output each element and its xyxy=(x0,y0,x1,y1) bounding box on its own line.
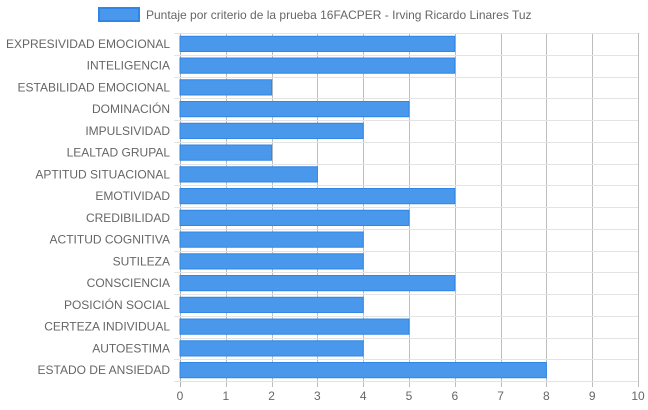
category-label: IMPULSIVIDAD xyxy=(85,124,170,138)
bar[interactable] xyxy=(179,101,410,118)
category-label: DOMINACIÓN xyxy=(92,101,170,116)
legend[interactable]: Puntaje por criterio de la prueba 16FACP… xyxy=(98,7,532,22)
category-label: ACTITUD COGNITIVA xyxy=(50,233,170,247)
x-tick-label: 3 xyxy=(314,389,321,403)
bar[interactable] xyxy=(179,57,456,74)
category-label: CERTEZA INDIVIDUAL xyxy=(44,320,170,334)
category-label: POSICIÓN SOCIAL xyxy=(64,297,170,312)
category-label: APTITUD SITUACIONAL xyxy=(35,167,170,181)
x-tick-label: 6 xyxy=(451,389,458,403)
category-label: EXPRESIVIDAD EMOCIONAL xyxy=(6,37,170,51)
bars xyxy=(179,35,547,379)
category-label: SUTILEZA xyxy=(113,254,170,268)
category-label: INTELIGENCIA xyxy=(87,59,170,73)
bar[interactable] xyxy=(179,209,410,226)
bar[interactable] xyxy=(179,122,364,139)
category-label: CREDIBILIDAD xyxy=(86,211,170,225)
x-tick-label: 1 xyxy=(222,389,229,403)
x-tick-label: 0 xyxy=(177,389,184,403)
category-label: AUTOESTIMA xyxy=(92,341,170,355)
bar[interactable] xyxy=(179,35,456,52)
x-axis-ticks: 0 1 2 3 4 5 6 7 8 9 10 xyxy=(177,389,645,403)
bar[interactable] xyxy=(179,231,364,248)
legend-swatch[interactable] xyxy=(98,7,140,22)
category-labels: EXPRESIVIDAD EMOCIONAL INTELIGENCIA ESTABI… xyxy=(6,37,170,377)
bar[interactable] xyxy=(179,362,547,379)
x-tick-label: 8 xyxy=(543,389,550,403)
bar[interactable] xyxy=(179,340,364,357)
bar[interactable] xyxy=(179,144,273,161)
category-label: EMOTIVIDAD xyxy=(95,189,170,203)
category-label: LEALTAD GRUPAL xyxy=(67,146,171,160)
grid-lines xyxy=(174,33,639,387)
bar[interactable] xyxy=(179,275,456,292)
bar[interactable] xyxy=(179,253,364,270)
x-tick-label: 9 xyxy=(589,389,596,403)
category-label: ESTADO DE ANSIEDAD xyxy=(38,363,171,377)
bar[interactable] xyxy=(179,296,364,313)
bar[interactable] xyxy=(179,318,410,335)
category-label: CONSCIENCIA xyxy=(87,276,170,290)
x-tick-label: 4 xyxy=(360,389,367,403)
x-tick-label: 5 xyxy=(406,389,413,403)
bar[interactable] xyxy=(179,79,273,96)
x-tick-label: 2 xyxy=(268,389,275,403)
category-label: ESTABILIDAD EMOCIONAL xyxy=(18,80,171,94)
bar[interactable] xyxy=(179,188,456,205)
bar[interactable] xyxy=(179,166,318,183)
x-tick-label: 10 xyxy=(631,389,645,403)
x-tick-label: 7 xyxy=(497,389,504,403)
legend-label[interactable]: Puntaje por criterio de la prueba 16FACP… xyxy=(146,8,532,22)
